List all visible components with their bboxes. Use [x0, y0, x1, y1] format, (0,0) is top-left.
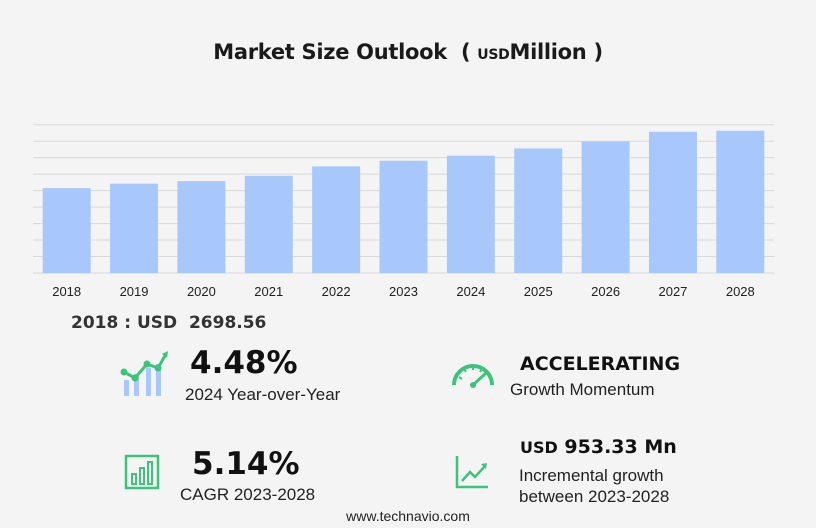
yoy-label: 2024 Year-over-Year: [185, 385, 341, 404]
source-footer: www.technavio.com: [346, 508, 470, 524]
x-tick-2018: 2018: [52, 284, 81, 299]
bar-chart: 2018 2019 2020 2021 2022 2023 2024 2025 2026 2027…: [33, 124, 774, 299]
bar-2025: [514, 148, 563, 273]
x-tick-2028: 2028: [726, 284, 755, 299]
x-tick-2020: 2020: [187, 284, 216, 299]
title-text: Market Size Outlook: [213, 40, 447, 64]
title-unit: ( USDMillion ): [454, 40, 603, 64]
momentum-value: ACCELERATING: [520, 353, 681, 375]
x-tick-2024: 2024: [456, 284, 485, 299]
bar-2027: [648, 131, 697, 273]
trend-up-icon: [455, 456, 488, 489]
x-tick-2025: 2025: [524, 284, 553, 299]
base-year-label: 2018 : USD: [71, 313, 178, 333]
incremental-label-1: Incremental growth: [519, 466, 664, 485]
unit-close: ): [593, 40, 603, 64]
chart-title: Market Size Outlook ( USDMillion ): [0, 40, 816, 64]
bar-2020: [177, 181, 226, 273]
x-tick-2023: 2023: [389, 284, 418, 299]
base-year-number: 2698.56: [188, 313, 267, 333]
bar-2021: [244, 175, 293, 273]
speedometer-icon: [452, 364, 494, 388]
bar-2022: [312, 166, 361, 273]
cagr-value: 5.14%: [192, 446, 300, 482]
unit-million: Million: [509, 40, 587, 64]
yoy-value: 4.48%: [190, 345, 298, 381]
bar-2019: [110, 183, 159, 273]
bar-2018: [42, 188, 91, 273]
incremental-number: 953.33 Mn: [564, 436, 677, 458]
base-year-value: 2018 : USD 2698.56: [71, 313, 266, 333]
incremental-prefix: USD: [520, 438, 558, 457]
unit-open: (: [460, 40, 471, 64]
bar-2023: [379, 160, 428, 273]
cagr-label: CAGR 2023-2028: [180, 485, 316, 504]
x-tick-2026: 2026: [591, 284, 620, 299]
bar-2024: [446, 155, 495, 273]
x-tick-2027: 2027: [658, 284, 687, 299]
unit-usd: USD: [477, 47, 510, 63]
bar-2026: [581, 141, 630, 273]
bar-growth-icon: [120, 351, 168, 396]
incremental-label-2: between 2023-2028: [519, 487, 670, 506]
x-tick-2021: 2021: [254, 284, 283, 299]
incremental-value: USD 953.33 Mn: [520, 436, 677, 458]
bar-chart-icon: [124, 454, 160, 490]
x-tick-2019: 2019: [120, 284, 149, 299]
x-tick-2022: 2022: [322, 284, 351, 299]
bar-2028: [716, 130, 765, 273]
momentum-label: Growth Momentum: [510, 380, 655, 399]
